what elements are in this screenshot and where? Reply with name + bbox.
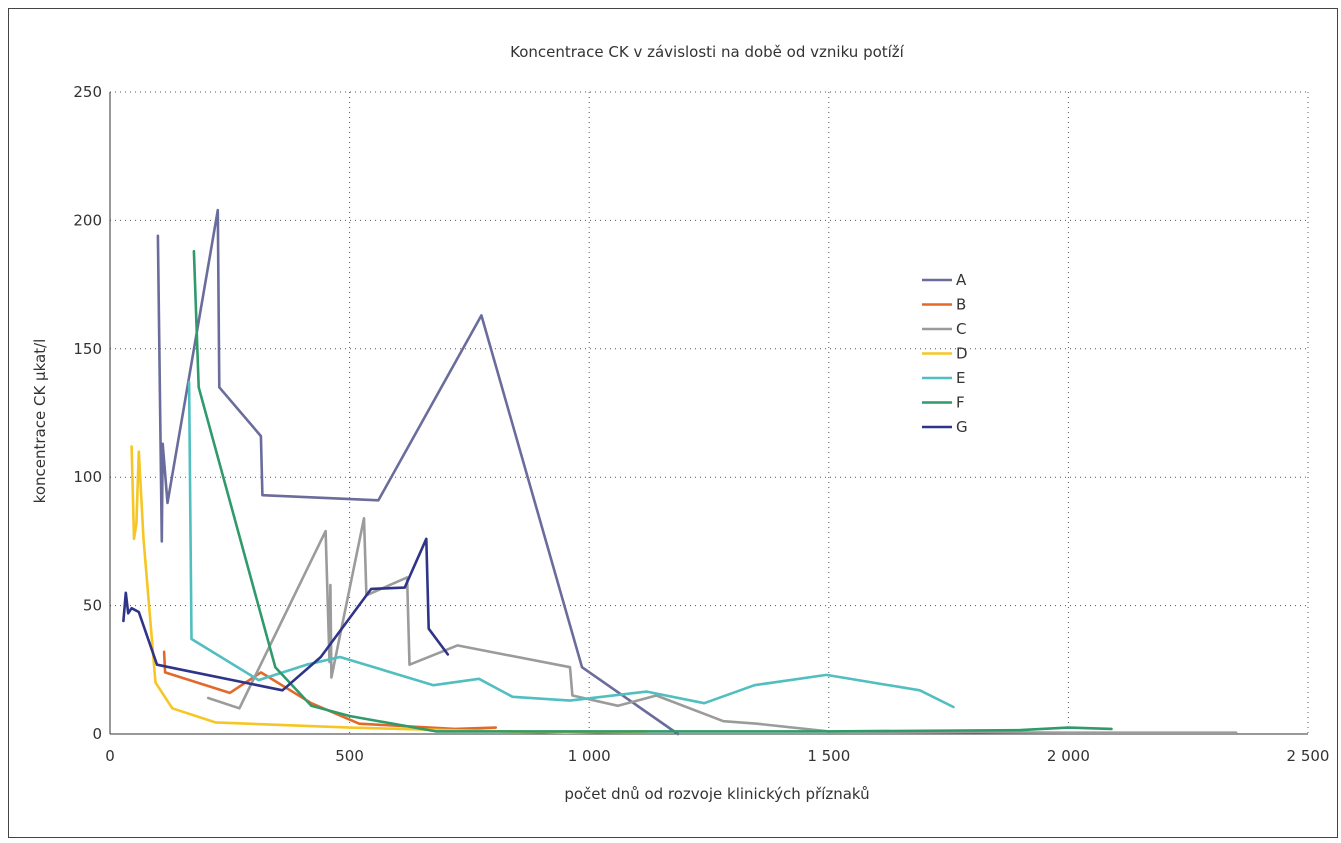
grid-lines [110,91,1309,734]
y-tick-label: 50 [83,597,102,615]
legend-label-c: C [956,320,966,338]
x-tick-label: 0 [105,747,115,765]
axes [109,92,1308,735]
chart-frame: Koncentrace CK v závislosti na době od v… [8,8,1338,838]
series-line-f [192,249,1113,733]
legend-label-a: A [956,271,967,289]
legend-label-f: F [956,394,965,412]
series-line-g [122,537,450,692]
legend-label-d: D [956,345,968,363]
legend-label-e: E [956,369,965,387]
series-line-c [206,516,1238,735]
y-tick-label: 100 [73,468,102,486]
x-tick-labels: 0 500 1 000 1 500 2 000 2 500 [105,747,1329,765]
series-lines [122,208,1238,736]
legend-label-g: G [956,418,968,436]
series-line-e [187,380,955,709]
series-line-d [130,445,649,735]
legend-label-b: B [956,296,966,314]
y-tick-label: 250 [73,83,102,101]
x-tick-label: 1 000 [568,747,611,765]
chart-title: Koncentrace CK v závislosti na době od v… [510,43,905,61]
y-tick-label: 0 [92,725,102,743]
y-tick-labels: 0 50 100 150 200 250 [73,83,102,743]
y-tick-label: 200 [73,211,102,229]
x-tick-label: 2 000 [1047,747,1090,765]
y-tick-label: 150 [73,340,102,358]
line-chart: Koncentrace CK v závislosti na době od v… [31,43,1329,803]
x-tick-label: 500 [335,747,364,765]
x-tick-label: 2 500 [1287,747,1330,765]
y-axis-label: koncentrace CK µkat/l [31,339,49,504]
x-axis-label: počet dnů od rozvoje klinických příznaků [564,785,869,803]
series-line-a [156,208,680,736]
x-tick-label: 1 500 [807,747,850,765]
